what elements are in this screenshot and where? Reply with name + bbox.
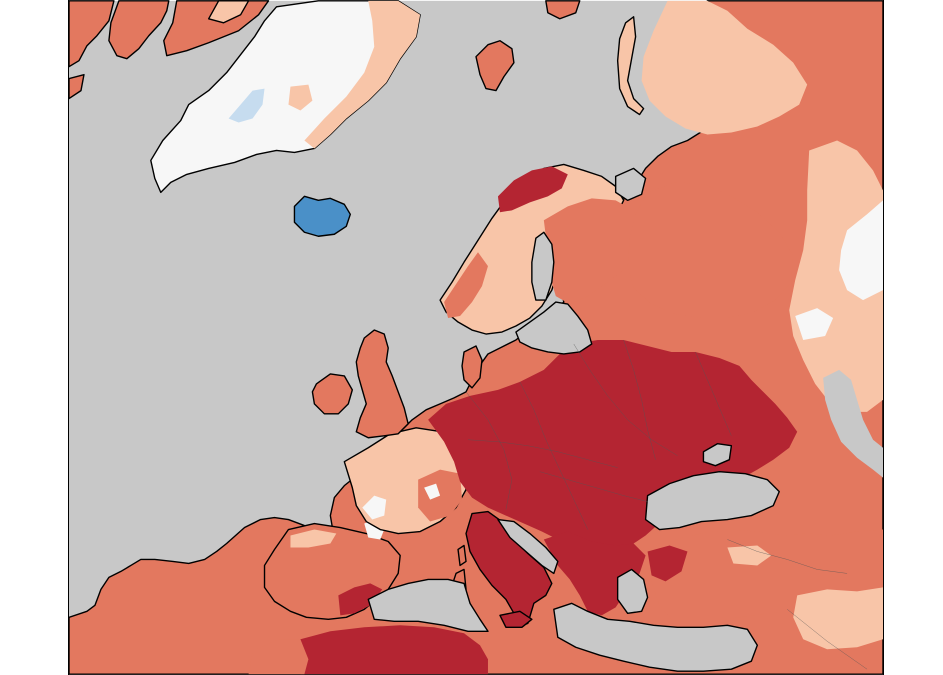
- greenland-southeast-patch: [288, 84, 313, 111]
- white-sea: [614, 167, 647, 202]
- north-africa-hot: [300, 625, 488, 675]
- anatolia-patch-2: [793, 587, 883, 650]
- north-norway-hot: [497, 166, 568, 213]
- finland-karelia: [543, 198, 642, 305]
- gulf-of-bothnia: [531, 231, 555, 301]
- morocco-warm: [248, 639, 309, 675]
- great-britain: [355, 329, 409, 439]
- alps-cool-spot: [424, 483, 441, 500]
- franz-josef-land: [545, 0, 581, 20]
- caspian-sea: [823, 369, 883, 478]
- canadian-arctic-island-2: [69, 73, 85, 100]
- border-line-9: [787, 609, 868, 670]
- canadian-arctic-island: [69, 0, 115, 68]
- border-line-1: [465, 391, 513, 510]
- central-europe-hot: [428, 339, 798, 554]
- canadian-arctic-region: [69, 0, 270, 100]
- greenland: [150, 0, 421, 194]
- west-anatolia-hot: [647, 545, 688, 582]
- corsica: [457, 544, 467, 567]
- iceland: [293, 195, 352, 237]
- urals-cool: [789, 140, 883, 412]
- baltic-sea: [515, 301, 593, 355]
- norway-west-warm: [444, 252, 488, 319]
- anatolia-patch-1: [727, 545, 772, 566]
- border-line-3: [573, 343, 678, 456]
- map-canvas: [69, 0, 883, 675]
- border-line-4: [623, 339, 656, 460]
- greenland-interior-cooling: [228, 88, 265, 123]
- novaya-zemlya: [616, 16, 645, 116]
- denmark: [461, 345, 483, 389]
- sicily: [499, 610, 533, 628]
- greenland-east-coast: [304, 0, 421, 149]
- france-southwest-cool: [362, 495, 387, 520]
- border-line-5: [695, 351, 732, 436]
- arctic-highlight: [207, 0, 250, 24]
- iberia-southeast-hot: [338, 583, 383, 616]
- border-line-7: [539, 471, 648, 502]
- border-line-6: [468, 439, 618, 468]
- western-russia: [627, 182, 794, 319]
- urals-neutral-patch: [839, 200, 883, 301]
- arctic-island-north: [163, 0, 270, 57]
- iberia-north-cool: [290, 529, 337, 548]
- border-line-8: [727, 539, 848, 574]
- mediterranean-east: [553, 602, 759, 672]
- russia-north-cool: [641, 0, 808, 135]
- black-sea: [644, 470, 780, 531]
- border-line-2: [519, 381, 588, 530]
- svalbard: [475, 40, 515, 92]
- sea-of-azov: [702, 443, 733, 467]
- aegean-sea: [616, 568, 649, 615]
- adriatic-sea: [497, 518, 559, 575]
- urals-neutral-patch-2: [795, 308, 834, 340]
- ireland: [311, 373, 354, 415]
- country-borders: [465, 339, 868, 670]
- anomaly-map: [68, 0, 884, 675]
- mediterranean-west: [367, 578, 489, 632]
- baffin-island: [108, 0, 170, 60]
